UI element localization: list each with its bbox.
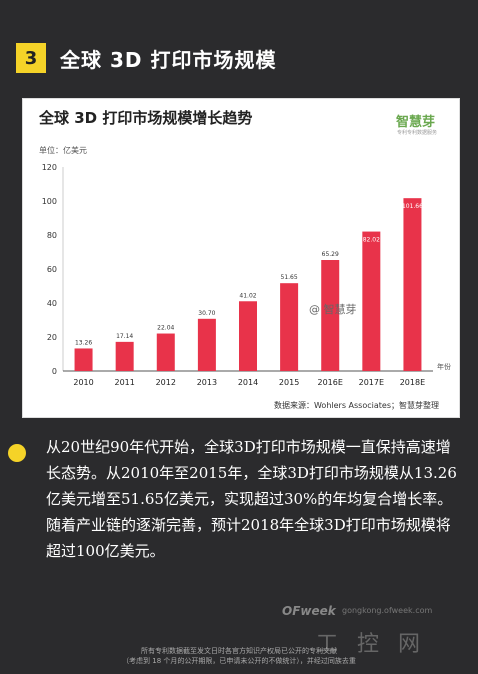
chart-title: 全球 3D 打印市场规模增长趋势 [39, 109, 253, 127]
x-axis-label: 年份 [437, 362, 451, 371]
footer-url: gongkong.ofweek.com [342, 606, 433, 615]
x-tick-label: 2012 [156, 378, 176, 387]
site-watermark: 工 控 网 [316, 632, 426, 657]
section-header: 3 全球 3D 打印市场规模 [16, 40, 276, 76]
bar-value-label: 82.02 [363, 237, 380, 244]
bar-value-label: 22.04 [157, 325, 174, 332]
chart-watermark: @ 智慧芽 [309, 302, 357, 316]
bar [197, 318, 216, 371]
bar-chart-plot: 0 20 40 60 80 100 120 13.26 2010 17.14 2011 22.04 20… [42, 163, 451, 387]
y-tick-label: 80 [47, 231, 57, 240]
bar [403, 198, 422, 371]
bar [280, 283, 299, 371]
bar-value-label: 65.29 [322, 251, 339, 258]
ofweek-logo: OFweek [282, 604, 336, 618]
data-source-note: 数据来源：Wohlers Associates；智慧芽整理 [273, 401, 439, 410]
bar-value-label: 41.02 [239, 292, 256, 299]
y-tick-label: 60 [47, 265, 57, 274]
y-tick-label: 20 [47, 333, 57, 342]
bar [362, 231, 381, 371]
x-tick-label: 2011 [114, 378, 134, 387]
x-tick-label: 2017E [359, 378, 384, 387]
bar-value-label: 30.70 [198, 310, 215, 317]
x-tick-label: 2018E [400, 378, 425, 387]
brand-logo: 智慧芽 [395, 115, 435, 130]
brand-logo-subtitle: 专利专利数据服务 [396, 130, 437, 136]
x-tick-label: 2015 [279, 378, 299, 387]
y-tick-label: 100 [42, 197, 57, 206]
footnote-line-1: 所有专利数据截至发文日时各官方知识产权局已公开的专利文献 [141, 647, 337, 655]
footnote-line-2: （考虑到 18 个月的公开期限，已申请未公开的不做统计），并经过同族去重 [122, 657, 356, 665]
bar [115, 341, 134, 371]
y-tick-label: 120 [42, 163, 57, 172]
section-number-badge: 3 [16, 43, 46, 73]
x-tick-label: 2010 [73, 378, 93, 387]
bar-value-label: 51.65 [281, 274, 298, 281]
bar-value-label: 17.14 [116, 333, 133, 340]
body-paragraph: 从20世纪90年代开始，全球3D打印市场规模一直保持高速增长态势。从2010年至… [46, 438, 457, 560]
section-title: 全球 3D 打印市场规模 [60, 47, 277, 72]
bar [156, 333, 175, 371]
y-tick-label: 0 [52, 367, 57, 376]
bar-value-label: 101.66 [402, 203, 423, 210]
bar [321, 260, 340, 371]
bullet-dot [8, 444, 26, 462]
y-axis-unit-label: 单位：亿美元 [39, 146, 87, 155]
bar [239, 301, 257, 371]
chart-card: 全球 3D 打印市场规模增长趋势 智慧芽 专利专利数据服务 单位：亿美元 0 20… [22, 98, 460, 418]
bar-value-label: 13.26 [75, 339, 92, 346]
bar [74, 348, 93, 371]
x-tick-label: 2013 [197, 378, 217, 387]
x-tick-label: 2014 [238, 378, 258, 387]
x-tick-label: 2016E [318, 378, 343, 387]
footnote: 所有专利数据截至发文日时各官方知识产权局已公开的专利文献 （考虑到 18 个月的… [0, 646, 478, 666]
y-tick-label: 40 [47, 299, 57, 308]
